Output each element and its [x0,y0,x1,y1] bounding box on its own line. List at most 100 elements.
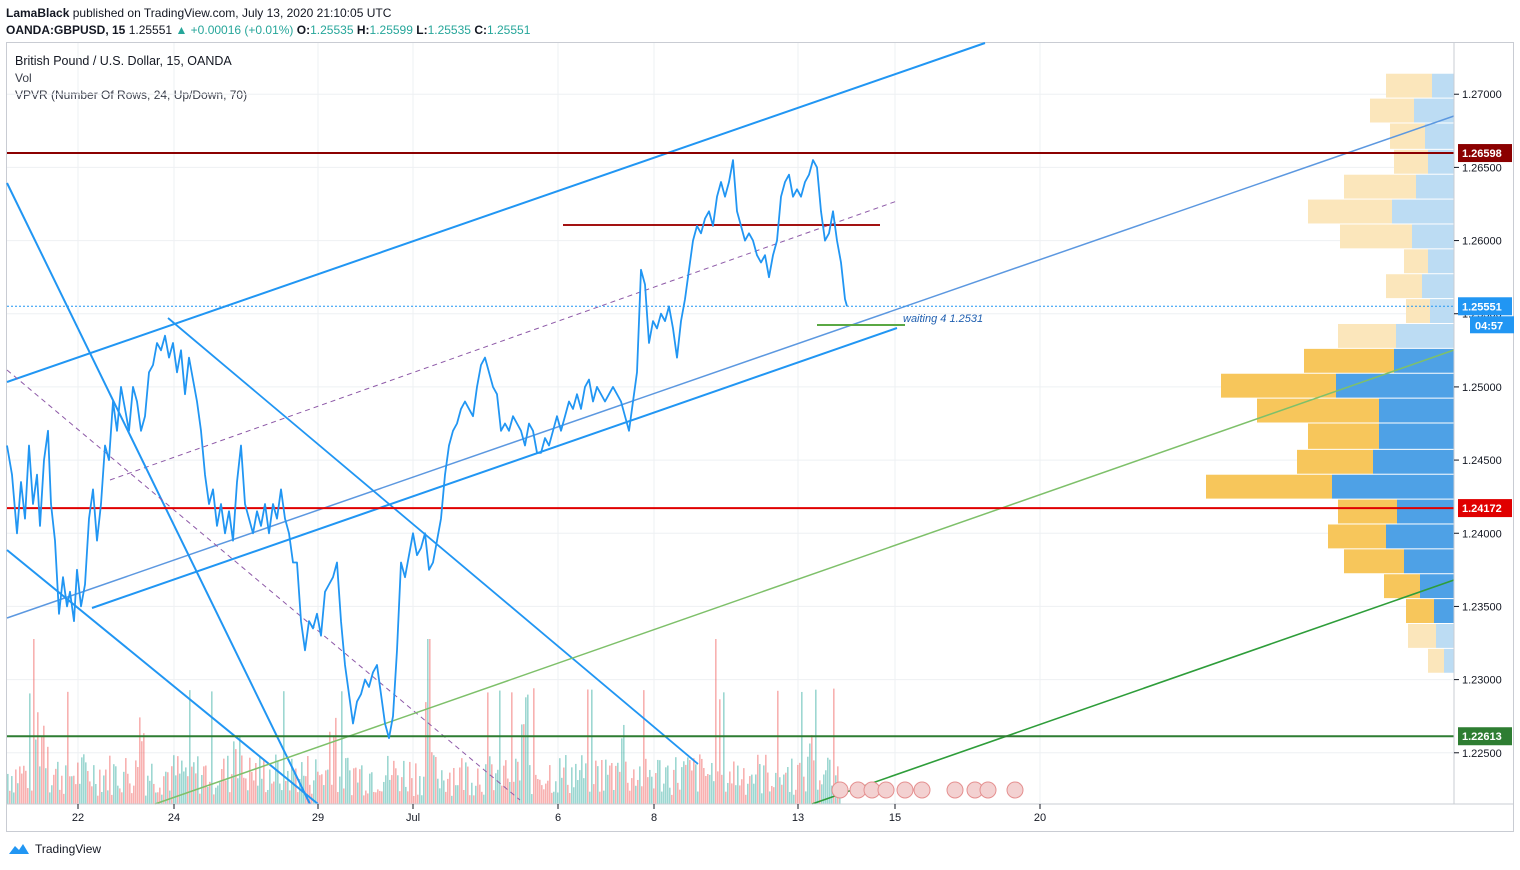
volume-bar [379,790,381,804]
time-axis-label: 29 [312,812,324,824]
volume-bar [619,771,621,804]
chart-frame[interactable] [6,42,1514,832]
high-value: 1.25599 [369,23,413,37]
volume-bar [251,771,253,804]
volume-bar [177,756,179,804]
volume-bar [239,735,241,804]
long-trend-line [6,115,1455,619]
volume-bar [245,778,247,804]
volume-bar [337,792,339,804]
volume-bar [169,790,171,804]
volume-bar [621,738,623,804]
volume-bar [153,783,155,804]
volume-bar [505,760,507,804]
vpvr-down-bar [1404,249,1428,274]
volume-bar [89,781,91,804]
volume-bar [43,725,45,804]
volume-bar [609,765,611,804]
volume-bar [499,690,501,804]
volume-bar [721,774,723,804]
volume-bar [61,775,63,804]
annotation-label: waiting 4 1.2531 [903,313,983,325]
publisher-name: LamaBlack [6,6,70,20]
volume-bar [667,765,669,804]
volume-bar [689,760,691,804]
price-axis-label: 1.22500 [1462,748,1502,760]
volume-bar [215,787,217,804]
volume-bar [225,780,227,804]
tradingview-logo-icon [9,844,29,854]
volume-bar [407,791,409,804]
volume-bar [255,763,257,804]
volume-bar [179,773,181,804]
volume-bar [79,783,81,804]
vpvr-up-bar [1392,199,1454,224]
economic-event-flag-icon[interactable] [913,781,931,799]
volume-bar [529,765,531,804]
economic-event-flag-icon[interactable] [877,781,895,799]
volume-bar [753,783,755,804]
volume-bar [323,785,325,804]
volume-bar [399,791,401,804]
close-value: 1.25551 [486,23,531,37]
volume-bar [593,784,595,804]
volume-bar [13,792,15,804]
volume-bar [771,785,773,804]
economic-event-flag-icon[interactable] [946,781,964,799]
volume-bar [261,778,263,804]
economic-event-flag-icon[interactable] [831,781,849,799]
volume-bar [141,741,143,804]
volume-bar [15,769,17,804]
volume-bar [737,765,739,804]
green-trend-lower [811,579,1455,805]
volume-bar [219,782,221,804]
volume-bar [343,788,345,804]
volume-bar [803,776,805,804]
volume-bar [389,779,391,804]
vpvr-down-bar [1344,549,1404,574]
volume-bar [321,774,323,804]
volume-bar [481,791,483,804]
volume-bar [241,755,243,804]
volume-bar [127,773,129,804]
vpvr-down-bar [1340,224,1412,249]
volume-bar [731,783,733,804]
volume-bar [253,780,255,804]
volume-bar [421,795,423,804]
volume-bar [671,794,673,804]
volume-bar [587,689,589,804]
volume-bar [387,755,389,804]
volume-bar [299,779,301,804]
volume-bar [27,788,29,804]
volume-bar [249,757,251,804]
volume-bar [571,767,573,804]
economic-event-flag-icon[interactable] [896,781,914,799]
volume-bar [325,770,327,804]
economic-event-flag-icon[interactable] [979,781,997,799]
volume-bar [469,795,471,804]
volume-bar [333,735,335,804]
volume-bar [335,717,337,804]
volume-bar [75,784,77,804]
volume-bar [691,770,693,804]
volume-bar [267,789,269,804]
volume-bar [383,781,385,804]
volume-bar [183,771,185,804]
volume-bar [423,776,425,804]
vpvr-down-bar [1304,348,1394,373]
vpvr-down-bar [1338,499,1397,524]
volume-bar [679,789,681,804]
volume-bar [637,779,639,804]
down-channel-upper [6,182,311,805]
volume-bar [135,760,137,804]
economic-event-flag-icon[interactable] [1006,781,1024,799]
volume-bar [513,781,515,804]
volume-bar [345,758,347,804]
volume-bar [525,697,527,804]
volume-bar [607,774,609,804]
vpvr-up-bar [1336,373,1454,398]
vpvr-down-bar [1221,373,1336,398]
price-label: 1.22613 [1462,731,1502,743]
volume-bar [573,787,575,804]
